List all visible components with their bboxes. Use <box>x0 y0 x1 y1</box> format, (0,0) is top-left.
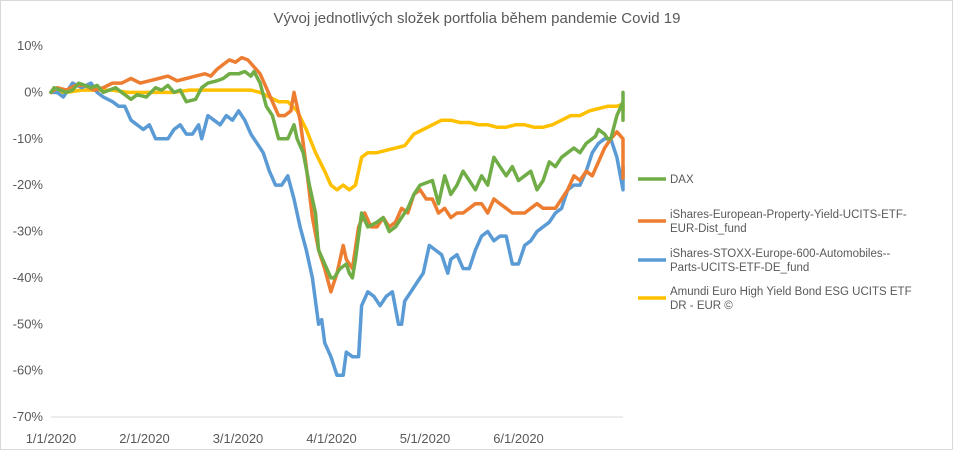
x-tick-label: 4/1/2020 <box>306 431 357 446</box>
x-tick-label: 1/1/2020 <box>26 431 77 446</box>
series-group <box>49 55 625 378</box>
x-tick-label: 3/1/2020 <box>213 431 264 446</box>
x-tick-label: 2/1/2020 <box>119 431 170 446</box>
y-tick-label: -10% <box>13 131 44 146</box>
y-tick-label: 10% <box>17 38 43 53</box>
y-tick-label: -20% <box>13 177 44 192</box>
chart-title: Vývoj jednotlivých složek portfolia běhe… <box>274 10 681 27</box>
x-axis: 1/1/2020 2/1/2020 3/1/2020 4/1/2020 5/1/2020… <box>26 431 544 446</box>
x-tick-label: 5/1/2020 <box>400 431 451 446</box>
legend-label-1: iShares-European-Property-Yield-UCITS-ET… <box>670 209 907 235</box>
y-tick-label: -40% <box>13 270 44 285</box>
y-axis: 10% 0% -10% -20% -30% -40% -50% -60% -70% <box>13 38 44 424</box>
series-line-3 <box>49 88 625 192</box>
y-tick-label: -70% <box>13 409 44 424</box>
series-line-1 <box>49 55 625 294</box>
series-line-0 <box>49 69 625 280</box>
legend: DAX iShares-European-Property-Yield-UCITS… <box>638 174 912 312</box>
y-tick-label: -50% <box>13 316 44 331</box>
y-tick-label: 0% <box>24 84 43 99</box>
series-line-2 <box>49 81 625 378</box>
legend-label-3: Amundi Euro High Yield Bond ESG UCITS ET… <box>670 286 912 312</box>
y-tick-label: -60% <box>13 363 44 378</box>
legend-label-2: iShares-STOXX-Europe-600-Automobiles--Pa… <box>670 248 890 274</box>
x-tick-label: 6/1/2020 <box>493 431 544 446</box>
legend-label-0: DAX <box>670 174 694 186</box>
y-tick-label: -30% <box>13 224 44 239</box>
